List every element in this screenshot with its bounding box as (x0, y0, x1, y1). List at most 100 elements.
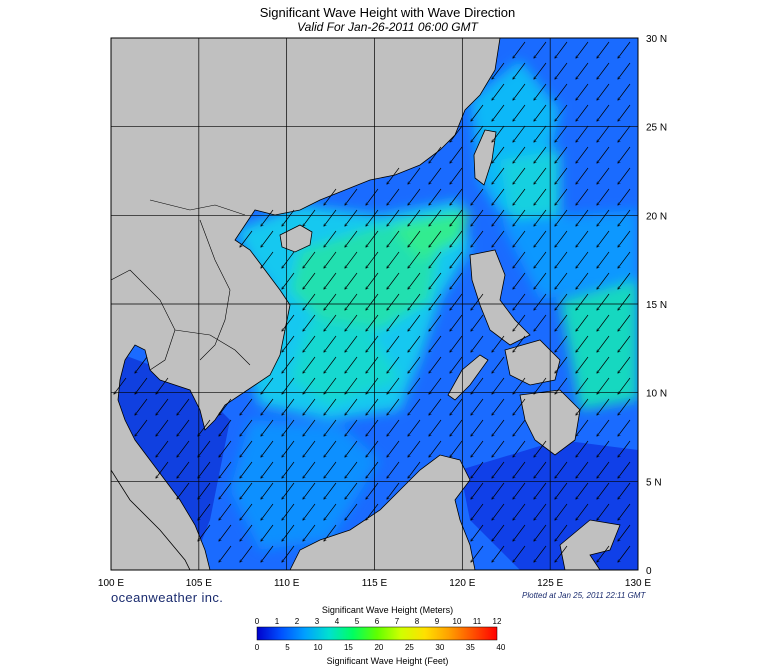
wave-arrow (156, 377, 169, 394)
wave-arrow (324, 356, 337, 373)
wave-arrow (408, 167, 421, 184)
wave-arrow (513, 83, 526, 100)
borneo-island (289, 454, 476, 570)
wave-arrow (555, 356, 568, 373)
wave-arrow (303, 398, 316, 415)
wave-arrow (198, 419, 211, 436)
wave-arrow (240, 230, 253, 247)
wave-arrow (198, 503, 211, 520)
colorbar-meter-tick: 8 (415, 617, 420, 626)
wave-arrow (219, 419, 232, 436)
wave-arrow (618, 188, 631, 205)
wave-arrow (618, 41, 631, 58)
colorbar-title-meters: Significant Wave Height (Meters) (321, 605, 454, 615)
wave-arrow (324, 251, 337, 268)
wave-arrow (597, 293, 610, 310)
wave-arrow (366, 251, 379, 268)
wave-arrow (597, 146, 610, 163)
wave-arrow (618, 209, 631, 226)
wave-arrow (177, 482, 190, 499)
wave-arrow (555, 545, 568, 562)
wave-arrow (240, 398, 253, 415)
wave-arrow (366, 335, 379, 352)
wave-arrow (513, 293, 526, 310)
wave-arrow (618, 398, 631, 415)
wave-arrow (576, 503, 589, 520)
wave-arrow (597, 482, 610, 499)
wave-arrow (471, 461, 484, 478)
wave-arrow (471, 398, 484, 415)
sulawesi-island (559, 519, 621, 570)
colorbar-meter-tick: 6 (375, 617, 380, 626)
wave-arrow (429, 419, 442, 436)
wave-arrow (219, 398, 232, 415)
wave-arrow (282, 377, 295, 394)
wave-arrow (303, 503, 316, 520)
map-title: Significant Wave Height with Wave Direct… (259, 5, 516, 20)
plot-area (111, 38, 638, 570)
colorbar-feet-tick: 10 (314, 643, 323, 652)
wave-arrow (534, 482, 547, 499)
wave-arrow (492, 419, 505, 436)
colorbar-meter-tick: 5 (355, 617, 360, 626)
wave-arrow (198, 524, 211, 541)
wave-arrow (387, 461, 400, 478)
wave-arrow (513, 251, 526, 268)
wave-arrow (282, 356, 295, 373)
latitude-label: 10 N (646, 389, 667, 400)
wave-arrow (261, 209, 274, 226)
colorbar-meter-tick: 1 (275, 617, 280, 626)
wave-arrow (597, 503, 610, 520)
wave-arrow (429, 335, 442, 352)
wave-arrow (324, 188, 337, 205)
colorbar: 0 1 2 3 4 5 6 7 8 9 10 11 12 0 5 10 15 20 25 30 35 40 (255, 617, 506, 652)
wave-arrow (471, 188, 484, 205)
wave-arrow (513, 125, 526, 142)
wave-arrow (450, 419, 463, 436)
wave-arrow (177, 419, 190, 436)
longitude-label: 110 E (274, 578, 300, 589)
wave-arrow (324, 461, 337, 478)
wave-arrow (345, 272, 358, 289)
wave-arrow (534, 293, 547, 310)
wave-arrow (324, 377, 337, 394)
wave-arrow (513, 62, 526, 79)
wave-arrow (156, 440, 169, 457)
wave-arrow (450, 251, 463, 268)
wave-arrow (576, 377, 589, 394)
colorbar-meter-tick: 12 (493, 617, 502, 626)
wave-arrow (576, 251, 589, 268)
wave-arrow (618, 503, 631, 520)
longitude-labels: 100 E 105 E 110 E 115 E 120 E 125 E 130 E (98, 578, 651, 589)
wave-arrow (366, 188, 379, 205)
wave-arrow (618, 62, 631, 79)
wave-arrow (576, 167, 589, 184)
wave-arrow (597, 398, 610, 415)
wave-arrow (576, 335, 589, 352)
wave-arrow (345, 398, 358, 415)
wave-arrow (240, 461, 253, 478)
latitude-label: 30 N (646, 34, 667, 45)
wave-arrow (597, 83, 610, 100)
wave-arrow (345, 230, 358, 247)
wave-arrow (597, 440, 610, 457)
wave-arrow (366, 209, 379, 226)
colorbar-meter-tick: 0 (255, 617, 260, 626)
wave-arrow (492, 503, 505, 520)
wave-arrow (450, 293, 463, 310)
wave-arrow (450, 314, 463, 331)
wave-arrow (345, 314, 358, 331)
wave-arrow (366, 440, 379, 457)
wave-arrow (597, 62, 610, 79)
wave-arrow (303, 461, 316, 478)
wave-arrow (387, 482, 400, 499)
colorbar-meter-tick: 7 (395, 617, 400, 626)
wave-arrow (492, 62, 505, 79)
wave-arrow (282, 545, 295, 562)
colorbar-feet-tick: 40 (496, 643, 505, 652)
colorbar-feet-tick: 20 (374, 643, 383, 652)
wave-arrow (534, 272, 547, 289)
wave-arrow (156, 398, 169, 415)
wave-arrow (345, 251, 358, 268)
wave-arrow (450, 272, 463, 289)
